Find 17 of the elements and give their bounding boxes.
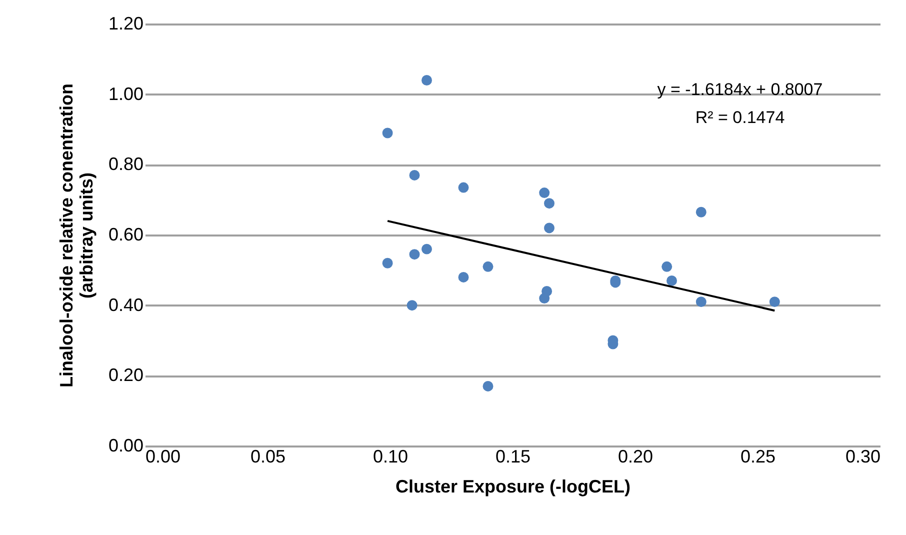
y-tick-label: 1.20 [108,14,144,34]
annotation: y = -1.6184x + 0.8007 [657,80,823,99]
x-tick-label: 0.20 [618,446,654,466]
y-tick-label: 0.80 [108,154,144,174]
x-tick-label: 0.25 [740,446,776,466]
x-tick-label: 0.30 [845,446,880,466]
x-tick-label: 0.15 [495,446,531,466]
y-axis-title: Linalool-oxide relative conentration (arbitray units) [56,83,96,388]
y-tick-label: 0.20 [108,365,144,386]
y-tick-label: 1.00 [108,84,144,104]
y-tick-label: 0.60 [108,224,144,244]
x-tick-label: 0.05 [250,446,286,466]
x-axis-title: Cluster Exposure (-logCEL) [395,476,631,496]
x-tick-label: 0.00 [146,446,181,466]
x-tick-label: 0.10 [372,446,408,466]
y-tick-label: 0.40 [108,294,144,315]
annotation: R² = 0.1474 [695,108,785,127]
